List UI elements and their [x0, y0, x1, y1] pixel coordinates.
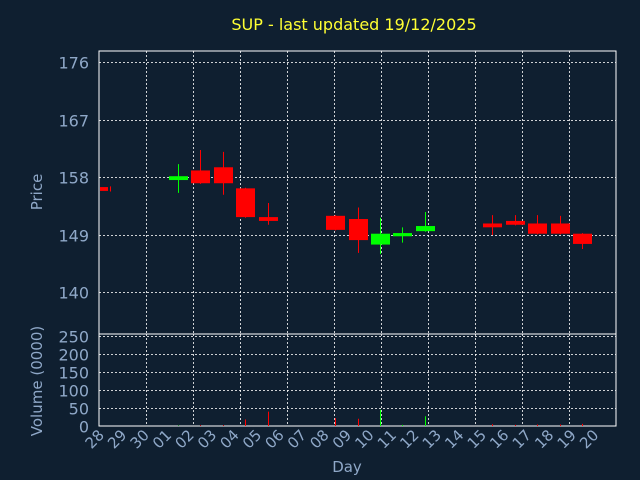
- price-tick-label: 167: [58, 112, 89, 131]
- volume-tick-label: 50: [69, 400, 89, 419]
- candle-body: [528, 223, 547, 234]
- candle-body: [371, 233, 390, 245]
- volume-tick-label: 0: [79, 418, 89, 437]
- price-panel-frame: [98, 50, 617, 335]
- candle-body: [169, 176, 188, 181]
- x-axis-label: Day: [332, 458, 362, 476]
- volume-panel-frame: [98, 333, 617, 427]
- candle-body: [191, 170, 210, 184]
- candle-body: [506, 220, 525, 225]
- candle-body: [483, 223, 502, 228]
- price-tick-label: 158: [58, 169, 89, 188]
- candle-body: [236, 188, 255, 218]
- volume-tick-label: 100: [58, 382, 89, 401]
- x-tick-label: 20: [576, 426, 602, 452]
- candle-body: [393, 233, 412, 237]
- volume-tick-label: 200: [58, 346, 89, 365]
- candle-body: [551, 223, 570, 234]
- candle-body: [573, 233, 592, 244]
- candle-body: [100, 187, 108, 191]
- candle-body: [349, 219, 368, 241]
- price-tick-label: 149: [58, 227, 89, 246]
- x-tick-labels: 2829300102030405060708091011121314151617…: [82, 426, 603, 452]
- volume-axis-label: Volume (0000): [28, 326, 46, 436]
- price-tick-label: 176: [58, 54, 89, 73]
- volume-tick-label: 150: [58, 364, 89, 383]
- candle-body: [214, 167, 233, 184]
- chart-title: SUP - last updated 19/12/2025: [231, 15, 476, 34]
- candle-body: [326, 215, 345, 230]
- price-panel: 140 149 158 167 176: [58, 50, 617, 335]
- volume-tick-label: 250: [58, 328, 89, 347]
- candle-body: [416, 226, 435, 232]
- price-axis-label: Price: [28, 174, 46, 211]
- candle-body: [259, 217, 278, 221]
- price-tick-label: 140: [58, 284, 89, 303]
